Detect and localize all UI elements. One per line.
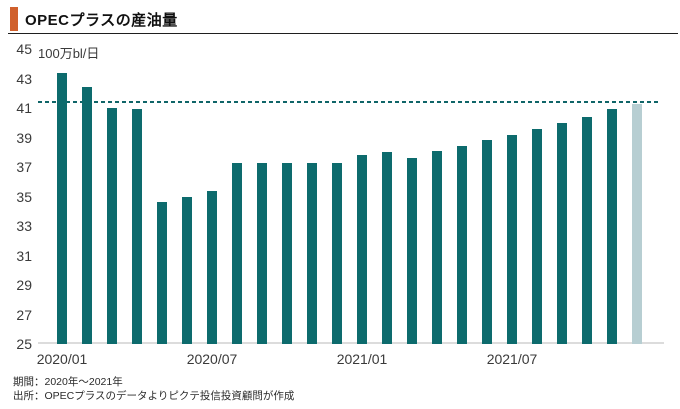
y-tick-39: 39 — [16, 129, 32, 146]
x-tick-2021/07: 2021/07 — [486, 351, 538, 367]
period-note: 期間：2020年～2021年 — [13, 376, 123, 388]
y-axis-unit-label: 100万bl/日 — [38, 46, 100, 61]
bar-2020/06 — [182, 196, 192, 344]
y-tick-43: 43 — [16, 70, 32, 87]
reference-dashed-line — [38, 100, 658, 103]
y-tick-31: 31 — [16, 247, 32, 264]
chart-footnotes: 期間：2020年～2021年 出所：OPECプラスのデータよりピクテ投信投資顧問… — [13, 375, 294, 403]
bar-2020/12 — [332, 162, 342, 344]
bar-2021/04 — [432, 150, 442, 344]
x-tick-2020/07: 2020/07 — [186, 351, 238, 367]
bar-2021/01 — [357, 155, 367, 344]
bar-2021/08 — [532, 128, 542, 344]
bar-2021/09 — [557, 122, 567, 344]
bar-2020/04 — [132, 109, 142, 344]
bar-2020/03 — [107, 108, 117, 344]
y-tick-25: 25 — [16, 336, 32, 352]
chart-title: OPECプラスの産油量 — [25, 12, 178, 29]
bar-2020/05 — [157, 202, 167, 344]
y-tick-37: 37 — [16, 159, 32, 175]
bar-2021/12 — [632, 103, 642, 344]
chart-header: OPECプラスの産油量 — [8, 0, 678, 34]
y-tick-29: 29 — [16, 277, 32, 293]
bar-2020/01 — [57, 72, 67, 344]
source-note: 出所：OPECプラスのデータよりピクテ投信投資顧問が作成 — [13, 390, 295, 402]
bar-2021/10 — [582, 116, 592, 344]
bar-2021/03 — [407, 158, 417, 344]
bar-2020/10 — [282, 162, 292, 344]
y-tick-35: 35 — [16, 188, 32, 205]
x-axis-line — [38, 342, 664, 344]
bar-2020/09 — [257, 162, 267, 344]
y-tick-45: 45 — [16, 41, 32, 57]
x-tick-2020/01: 2020/01 — [36, 351, 88, 367]
bar-2020/08 — [232, 162, 242, 344]
bar-2021/07 — [507, 134, 517, 344]
y-tick-33: 33 — [16, 218, 32, 234]
x-tick-2021/01: 2021/01 — [336, 351, 388, 367]
bar-2021/11 — [607, 109, 617, 344]
bar-2021/02 — [382, 152, 392, 344]
y-tick-41: 41 — [16, 100, 32, 116]
plot-area — [38, 49, 664, 344]
bar-2021/05 — [457, 146, 467, 344]
title-accent-bar — [10, 7, 18, 31]
bar-2020/07 — [207, 190, 217, 344]
bar-2020/02 — [82, 87, 92, 344]
bar-2021/06 — [482, 140, 492, 344]
bar-2020/11 — [307, 162, 317, 344]
y-tick-27: 27 — [16, 306, 32, 323]
